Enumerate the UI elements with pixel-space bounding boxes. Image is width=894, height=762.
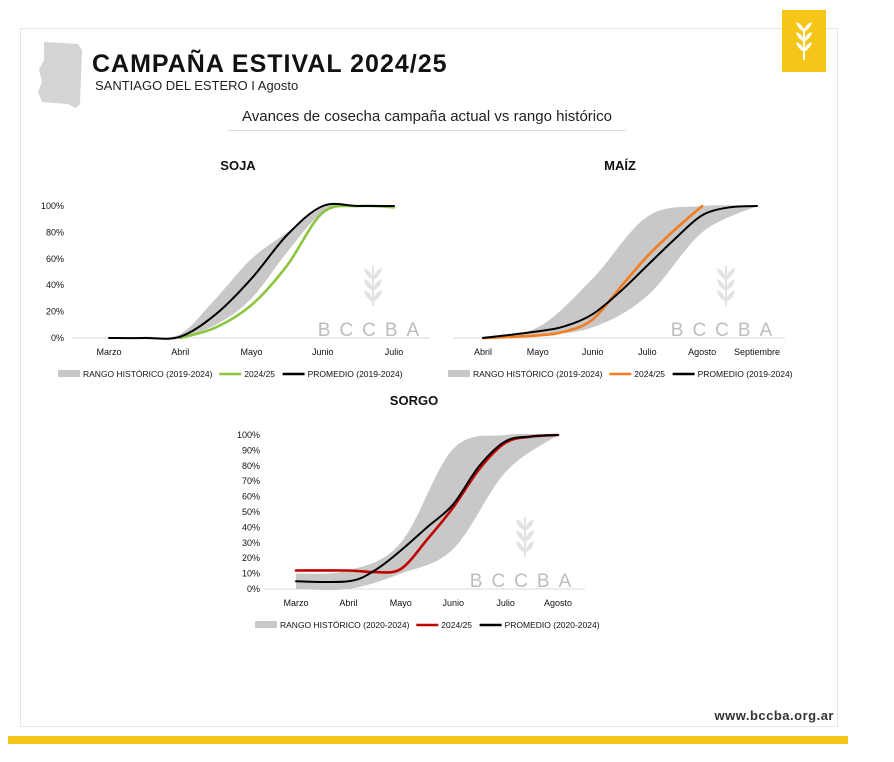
x-tick-label: Agosto — [544, 598, 572, 608]
x-tick-label: Abril — [474, 347, 492, 357]
y-tick-label: 90% — [242, 445, 260, 455]
wheat-leaf — [364, 290, 373, 302]
wheat-leaf — [525, 530, 534, 542]
y-tick-label: 70% — [242, 476, 260, 486]
x-tick-label: Abril — [171, 347, 189, 357]
y-tick-label: 30% — [242, 538, 260, 548]
legend-label: 2024/25 — [244, 369, 275, 379]
wheat-leaf — [364, 279, 373, 291]
sorgo-chart: 0% 10% 20% 30% 40% 50% 60% 70% 80% 90% 100% BCCBA Ma… — [237, 430, 600, 630]
page-subtitle: SANTIAGO DEL ESTERO I Agosto — [95, 78, 299, 93]
wheat-leaf — [726, 279, 735, 291]
santiago-del-estero-map-icon — [38, 42, 82, 108]
historical-range-band — [483, 205, 757, 338]
wheat-icon — [796, 22, 812, 60]
page-title: CAMPAÑA ESTIVAL 2024/25 — [92, 50, 448, 78]
x-tick-label: Mayo — [527, 347, 549, 357]
legend-swatch-range — [448, 370, 470, 377]
y-tick-label: 40% — [46, 280, 64, 290]
x-tick-label: Julio — [496, 598, 515, 608]
y-tick-label: 50% — [242, 507, 260, 517]
bottom-accent-bar — [8, 736, 848, 744]
legend-label: PROMEDIO (2019-2024) — [308, 369, 403, 379]
maiz-chart: BCCBA Abril Mayo Junio Julio Agosto Septiembre… — [448, 204, 793, 379]
x-tick-label: Agosto — [688, 347, 716, 357]
website-link[interactable]: www.bccba.org.ar — [714, 708, 834, 723]
heading-underline — [228, 130, 626, 131]
y-tick-label: 0% — [247, 584, 260, 594]
historical-range-band — [109, 204, 394, 339]
chart-title-maiz: MAÍZ — [604, 158, 636, 173]
x-tick-label: Septiembre — [734, 347, 780, 357]
x-tick-label: Junio — [442, 598, 464, 608]
chart-title-soja: SOJA — [220, 158, 256, 173]
legend-swatch-range — [58, 370, 80, 377]
wheat-leaf — [364, 268, 373, 280]
x-tick-label: Marzo — [283, 598, 308, 608]
legend-label: PROMEDIO (2019-2024) — [698, 369, 793, 379]
x-tick-label: Mayo — [240, 347, 262, 357]
report-card — [20, 28, 838, 727]
wheat-leaf — [717, 279, 726, 291]
y-tick-label: 20% — [242, 553, 260, 563]
y-tick-label: 10% — [242, 569, 260, 579]
watermark-text: BCCBA — [671, 320, 781, 341]
soja-chart: 0% 20% 40% 60% 80% 100% BCCBA Marzo Abril Mayo Jun… — [41, 201, 430, 379]
legend-label: PROMEDIO (2020-2024) — [505, 620, 600, 630]
wheat-leaf — [373, 268, 382, 280]
wheat-leaf — [516, 519, 525, 531]
y-tick-label: 20% — [46, 307, 64, 317]
watermark-wheat-icon — [364, 266, 382, 306]
wheat-leaf — [717, 290, 726, 302]
y-tick-label: 100% — [237, 430, 260, 440]
watermark-wheat-icon — [717, 266, 735, 306]
y-tick-label: 40% — [242, 522, 260, 532]
average-line — [295, 434, 559, 584]
bccba-logo — [782, 10, 826, 72]
legend-swatch-range — [255, 621, 277, 628]
wheat-leaf — [525, 541, 534, 553]
wheat-leaf — [717, 268, 726, 280]
section-heading: Avances de cosecha campaña actual vs ran… — [242, 108, 612, 125]
x-tick-label: Junio — [312, 347, 334, 357]
x-tick-label: Julio — [385, 347, 404, 357]
watermark-wheat-icon — [516, 517, 534, 557]
y-tick-label: 0% — [51, 333, 64, 343]
watermark-text: BCCBA — [470, 571, 580, 592]
legend-label: RANGO HISTÓRICO (2019-2024) — [83, 369, 213, 379]
wheat-leaf — [516, 530, 525, 542]
wheat-leaf — [525, 519, 534, 531]
legend-label: 2024/25 — [441, 620, 472, 630]
wheat-leaf — [373, 279, 382, 291]
wheat-leaf — [726, 268, 735, 280]
x-tick-label: Mayo — [390, 598, 412, 608]
historical-range-band — [296, 433, 558, 591]
y-tick-label: 80% — [242, 461, 260, 471]
x-tick-label: Marzo — [96, 347, 121, 357]
watermark-text: BCCBA — [318, 320, 428, 341]
y-tick-label: 60% — [46, 254, 64, 264]
legend-label: 2024/25 — [634, 369, 665, 379]
wheat-leaf — [373, 290, 382, 302]
wheat-leaf — [516, 541, 525, 553]
legend-label: RANGO HISTÓRICO (2019-2024) — [473, 369, 603, 379]
wheat-leaf — [726, 290, 735, 302]
legend-label: RANGO HISTÓRICO (2020-2024) — [280, 620, 410, 630]
x-tick-label: Junio — [582, 347, 604, 357]
average-line — [108, 202, 395, 340]
x-tick-label: Abril — [339, 598, 357, 608]
y-tick-label: 60% — [242, 492, 260, 502]
y-tick-label: 100% — [41, 201, 64, 211]
x-tick-label: Julio — [638, 347, 657, 357]
y-tick-label: 80% — [46, 227, 64, 237]
chart-title-sorgo: SORGO — [389, 393, 439, 408]
average-line — [482, 205, 758, 339]
